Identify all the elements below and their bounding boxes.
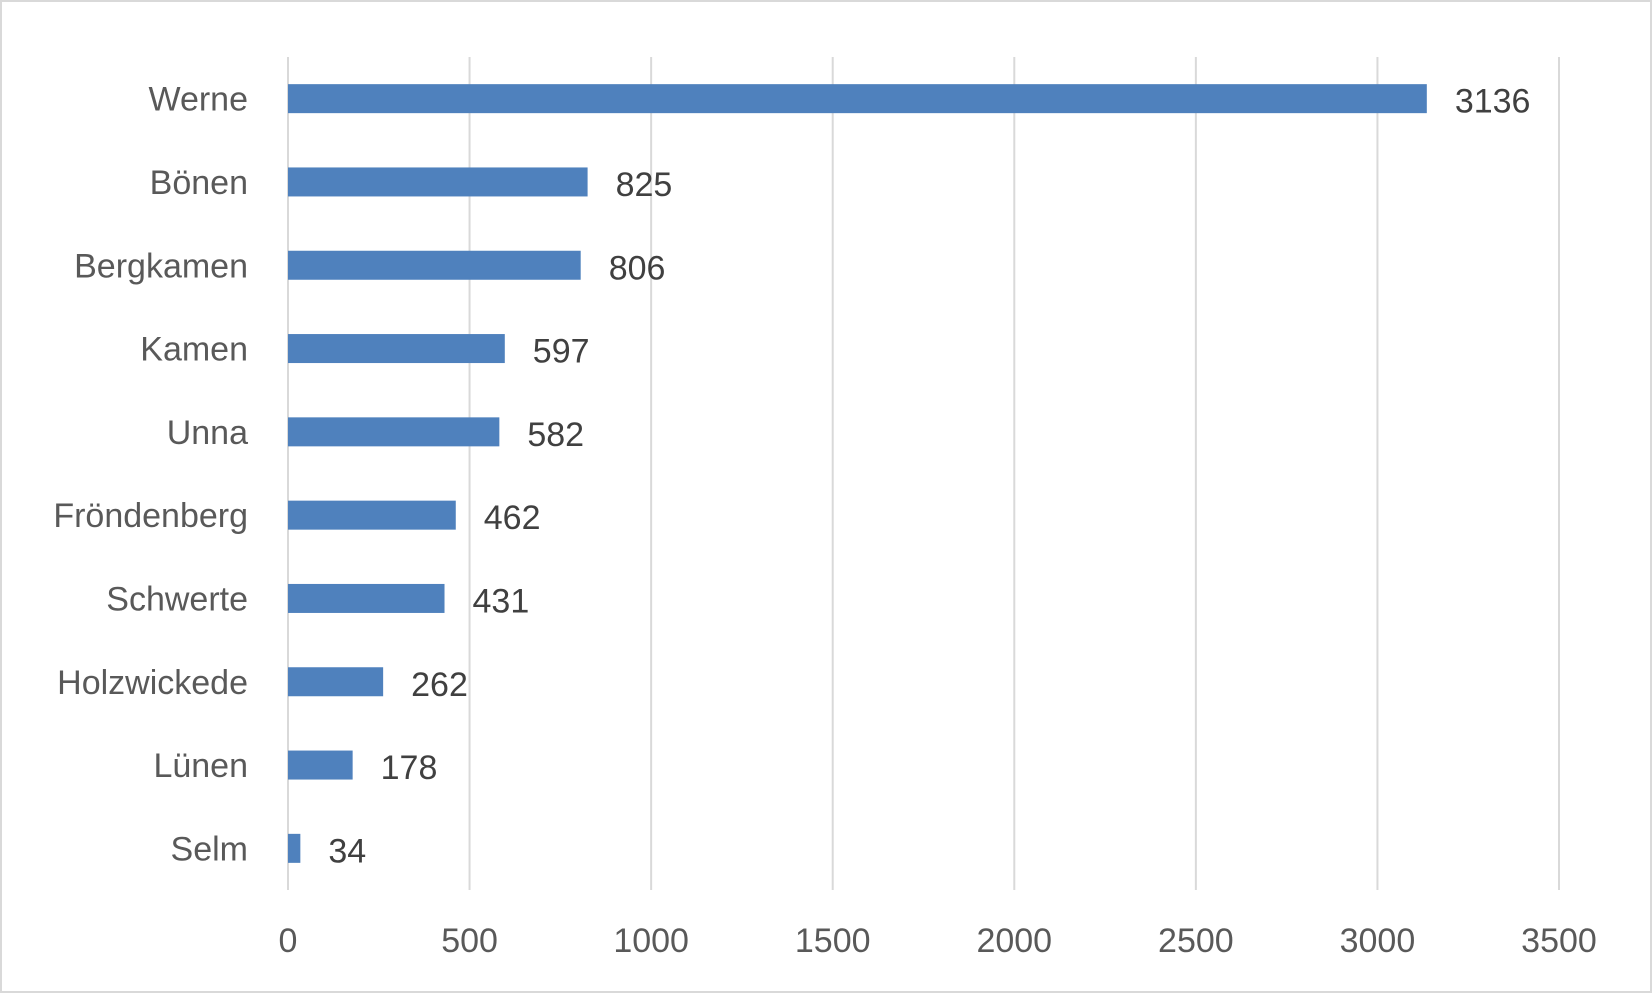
- category-label: Holzwickede: [57, 664, 248, 702]
- bar-kamen: [288, 334, 505, 364]
- category-label: Lünen: [153, 747, 248, 785]
- data-labels: 3136 825 806 597 582 462 431 262 178 34: [328, 83, 1530, 871]
- data-label: 431: [473, 582, 530, 620]
- data-label: 825: [616, 166, 673, 204]
- bar-unna: [288, 417, 500, 447]
- data-label: 3136: [1455, 83, 1531, 121]
- x-tick-label: 0: [279, 922, 298, 960]
- category-label: Schwerte: [106, 580, 248, 618]
- data-label: 34: [328, 832, 366, 870]
- x-tick-label: 3500: [1521, 922, 1597, 960]
- category-labels: Werne Bönen Bergkamen Kamen Unna Fröndenberg S…: [53, 81, 248, 869]
- bar-fröndenberg: [288, 500, 456, 530]
- bar-holzwickede: [288, 667, 384, 697]
- bar-bergkamen: [288, 250, 581, 280]
- category-label: Selm: [171, 830, 248, 868]
- category-label: Fröndenberg: [53, 497, 248, 535]
- x-axis-tick-labels: 0 500 1000 1500 2000 2500 3000 3500: [279, 922, 1597, 960]
- bar-lünen: [288, 750, 353, 780]
- x-tick-label: 500: [441, 922, 498, 960]
- x-tick-label: 2500: [1158, 922, 1234, 960]
- data-label: 178: [381, 749, 438, 787]
- bar-bönen: [288, 167, 588, 197]
- bar-schwerte: [288, 583, 445, 613]
- x-tick-label: 2000: [976, 922, 1052, 960]
- x-tick-label: 1000: [613, 922, 689, 960]
- data-label: 262: [411, 666, 468, 704]
- bar-werne: [288, 84, 1427, 114]
- x-tick-label: 1500: [795, 922, 871, 960]
- data-label: 462: [484, 499, 541, 537]
- bar-selm: [288, 833, 301, 863]
- category-label: Bönen: [150, 164, 248, 202]
- category-label: Kamen: [140, 331, 248, 369]
- x-tick-label: 3000: [1340, 922, 1416, 960]
- category-label: Unna: [167, 414, 248, 452]
- data-label: 597: [533, 333, 590, 371]
- data-label: 806: [609, 249, 666, 287]
- bars: [288, 84, 1427, 863]
- data-label: 582: [527, 416, 584, 454]
- category-label: Werne: [148, 81, 248, 119]
- category-label: Bergkamen: [74, 247, 248, 285]
